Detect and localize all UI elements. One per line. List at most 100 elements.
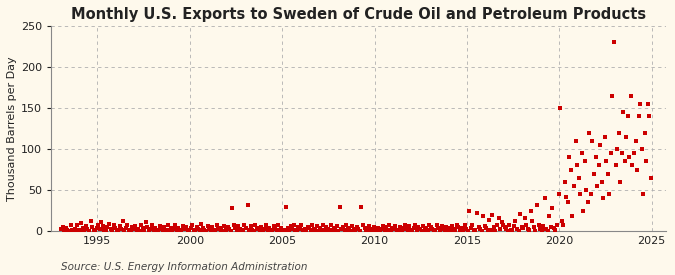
Point bbox=[456, 226, 467, 230]
Point bbox=[624, 155, 634, 160]
Point bbox=[282, 226, 293, 230]
Point bbox=[111, 229, 122, 233]
Point bbox=[370, 229, 381, 233]
Point bbox=[134, 229, 145, 233]
Point bbox=[315, 226, 325, 230]
Point bbox=[560, 180, 570, 184]
Point bbox=[506, 227, 516, 232]
Point bbox=[423, 228, 433, 233]
Point bbox=[256, 225, 267, 229]
Point bbox=[61, 226, 72, 230]
Point bbox=[593, 163, 604, 168]
Point bbox=[382, 227, 393, 232]
Point bbox=[524, 228, 535, 233]
Point bbox=[390, 224, 401, 229]
Point bbox=[444, 226, 455, 230]
Point bbox=[338, 225, 348, 229]
Point bbox=[522, 227, 533, 231]
Point bbox=[364, 224, 375, 229]
Point bbox=[90, 229, 101, 233]
Point bbox=[589, 172, 599, 176]
Point bbox=[555, 106, 566, 110]
Point bbox=[613, 130, 624, 135]
Point bbox=[142, 225, 153, 229]
Point bbox=[93, 222, 104, 227]
Point bbox=[210, 229, 221, 233]
Point bbox=[176, 229, 187, 233]
Point bbox=[583, 200, 593, 205]
Point bbox=[184, 228, 194, 233]
Point bbox=[165, 226, 176, 230]
Point bbox=[570, 139, 581, 143]
Point bbox=[258, 229, 269, 233]
Point bbox=[639, 130, 650, 135]
Point bbox=[427, 227, 437, 231]
Point bbox=[136, 222, 146, 227]
Point bbox=[467, 222, 478, 227]
Point bbox=[267, 228, 277, 233]
Point bbox=[637, 147, 647, 151]
Point bbox=[290, 227, 300, 232]
Point bbox=[576, 151, 587, 155]
Point bbox=[322, 227, 333, 231]
Point bbox=[193, 227, 204, 231]
Point bbox=[376, 227, 387, 231]
Point bbox=[248, 229, 259, 233]
Point bbox=[145, 227, 156, 231]
Point bbox=[550, 228, 561, 233]
Point bbox=[489, 225, 500, 229]
Point bbox=[108, 223, 119, 228]
Point bbox=[525, 208, 536, 213]
Point bbox=[99, 227, 110, 232]
Point bbox=[215, 226, 225, 230]
Point bbox=[544, 213, 555, 218]
Point bbox=[554, 192, 564, 196]
Point bbox=[167, 229, 178, 233]
Point bbox=[194, 228, 205, 233]
Point bbox=[209, 227, 219, 232]
Point bbox=[217, 229, 228, 233]
Point bbox=[114, 224, 125, 229]
Point bbox=[251, 226, 262, 230]
Point bbox=[238, 227, 248, 232]
Point bbox=[105, 227, 116, 231]
Point bbox=[510, 218, 521, 223]
Point bbox=[352, 225, 362, 229]
Point bbox=[277, 229, 288, 233]
Point bbox=[222, 225, 233, 229]
Point bbox=[244, 227, 254, 232]
Point bbox=[155, 224, 165, 229]
Point bbox=[254, 228, 265, 233]
Point bbox=[455, 227, 466, 232]
Point bbox=[344, 228, 354, 233]
Point bbox=[342, 226, 353, 230]
Point bbox=[610, 163, 621, 168]
Point bbox=[199, 227, 210, 232]
Point bbox=[496, 220, 507, 224]
Point bbox=[490, 229, 501, 233]
Point bbox=[139, 227, 150, 232]
Point bbox=[286, 224, 296, 229]
Point bbox=[487, 213, 497, 217]
Point bbox=[157, 229, 168, 233]
Point bbox=[330, 228, 341, 233]
Point bbox=[461, 227, 472, 231]
Point bbox=[406, 229, 416, 233]
Point bbox=[416, 229, 427, 233]
Point bbox=[592, 184, 603, 188]
Point bbox=[213, 227, 223, 231]
Point bbox=[59, 227, 70, 232]
Point bbox=[532, 203, 543, 207]
Point bbox=[56, 227, 67, 231]
Point bbox=[288, 222, 299, 227]
Point bbox=[57, 225, 68, 229]
Point bbox=[275, 228, 286, 233]
Point bbox=[204, 227, 215, 231]
Point bbox=[561, 194, 572, 199]
Point bbox=[107, 228, 117, 233]
Point bbox=[579, 159, 590, 164]
Point bbox=[609, 40, 620, 45]
Point bbox=[429, 229, 439, 233]
Point bbox=[573, 176, 584, 180]
Point bbox=[628, 151, 639, 155]
